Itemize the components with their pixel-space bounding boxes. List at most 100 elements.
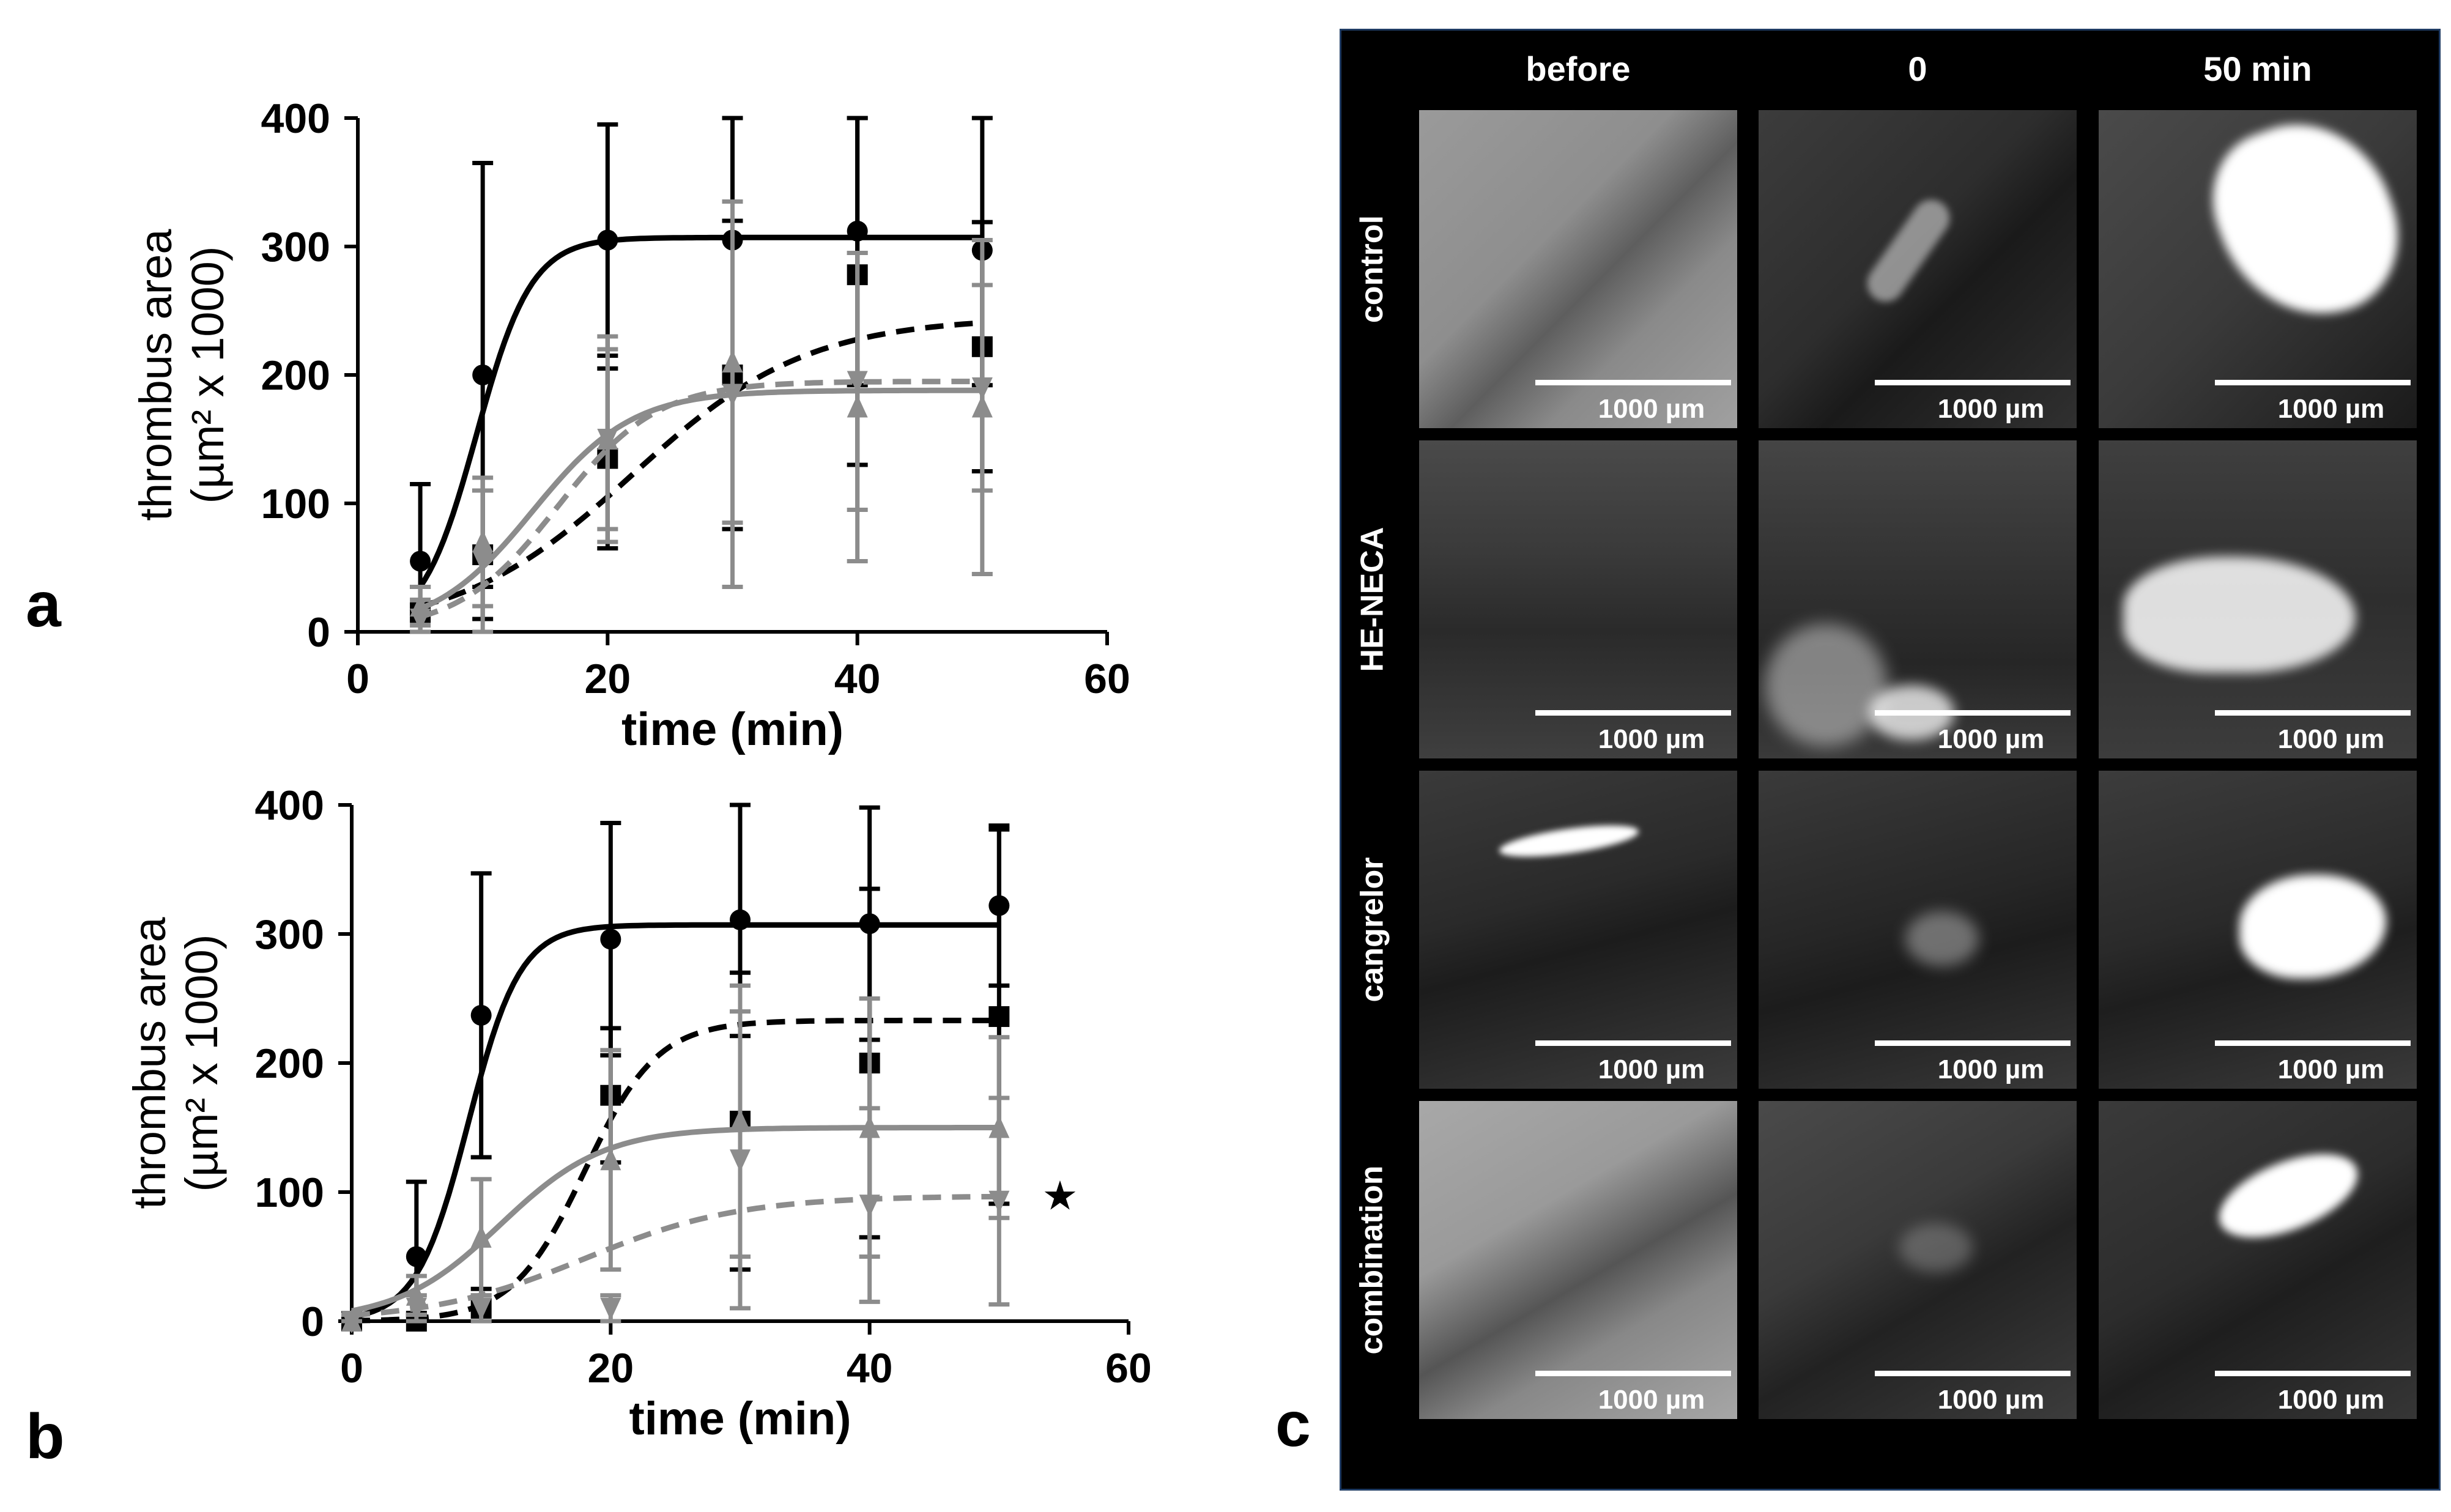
y-axis-label: thrombus area [124,917,175,1209]
data-point [597,429,618,451]
y-tick-label: 200 [261,352,330,399]
micrograph-control-0: 1000 µm [1759,110,2077,428]
x-tick-label: 40 [847,1345,893,1392]
chart-a: 0 100 200 300 400 0 20 40 60 time (min) thrombus a… [130,95,1130,755]
panel-label-b: b [26,1401,65,1472]
scale-bar [1535,1371,1731,1376]
fit-curve [351,1193,999,1318]
significance-annotation: ★ [1042,1172,1078,1219]
micrograph-he-neca-0: 1000 µm [1759,440,2077,758]
y-tick-label: 0 [307,609,330,656]
x-tick-label: 0 [340,1345,363,1392]
data-point [600,928,621,950]
micrograph-panel: before 0 50 min control HE-NECA cangrelo… [1340,29,2441,1491]
column-header-before: before [1526,50,1631,88]
fit-curve [419,387,982,612]
micrograph-combination-50-min: 1000 µm [2099,1101,2417,1419]
y-tick-label: 200 [255,1040,324,1087]
data-point [472,365,494,385]
data-point [597,229,618,251]
micrograph-he-neca-before: 1000 µm [1419,440,1737,758]
fit-curve [351,922,999,1320]
column-header-50-min: 50 min [2203,50,2312,88]
x-axis-label: time (min) [621,703,844,755]
data-point [847,371,868,394]
data-point [406,1297,427,1321]
data-point [859,1195,880,1218]
y-tick-label: 100 [255,1169,324,1216]
scale-bar-label: 1000 µm [1937,1385,2045,1415]
scale-bar [1535,1040,1731,1046]
micrograph-cangrelor-0: 1000 µm [1759,771,2077,1089]
y-tick-label: 400 [261,95,330,142]
x-tick-label: 60 [1105,1345,1152,1392]
row-header-combination: combination [1354,1165,1390,1355]
scale-bar-label: 1000 µm [2277,1385,2385,1415]
data-point [472,550,494,574]
series-3 [341,983,1010,1332]
panel-label-a: a [26,569,61,640]
data-point [730,1149,751,1173]
panel-label-c: c [1275,1389,1311,1460]
micrograph-combination-before: 1000 µm [1419,1101,1737,1419]
data-point [722,384,743,407]
scale-bar-label: 1000 µm [1937,724,2045,754]
data-point [470,1004,492,1026]
series-2 [341,827,1010,1332]
micrograph-cangrelor-before: 1000 µm [1419,771,1737,1089]
y-tick-label: 100 [261,481,330,527]
x-tick-label: 60 [1084,656,1130,702]
data-point [410,550,431,572]
y-axis-label-units: (µm² x 1000) [176,935,227,1192]
x-tick-label: 20 [585,656,631,702]
micrograph-he-neca-50-min: 1000 µm [2099,440,2417,758]
data-point [341,1311,362,1333]
fit-curve [351,1125,999,1314]
fit-curve [419,320,983,609]
scale-bar [1535,380,1731,385]
data-point [600,1297,621,1321]
data-point [988,1190,1010,1214]
data-point [470,1297,492,1321]
y-tick-label: 0 [301,1299,324,1345]
scale-bar-label: 1000 µm [2277,724,2385,754]
chart-b: 0 100 200 300 400 0 20 40 60 time (min) thrombus a… [124,782,1152,1445]
scale-bar [2215,380,2411,385]
data-point [600,1147,621,1171]
scale-bar-label: 1000 µm [1598,1385,1705,1415]
data-point [470,1225,492,1248]
micrograph-combination-0: 1000 µm [1759,1101,2077,1419]
scale-bar-label: 1000 µm [1598,394,1705,424]
scale-bar-label: 1000 µm [2277,1054,2385,1084]
column-header-0: 0 [1908,50,1927,88]
y-tick-label: 300 [255,911,324,958]
data-point [410,609,431,631]
scale-bar-label: 1000 µm [1937,394,2045,424]
scale-bar-label: 1000 µm [2277,394,2385,424]
data-point [988,1006,1010,1028]
scale-bar [1875,380,2071,385]
micrograph-control-before: 1000 µm [1419,110,1737,428]
y-tick-label: 400 [255,782,324,829]
scale-bar [1875,1040,2071,1046]
y-tick-label: 300 [261,224,330,270]
x-tick-label: 20 [588,1345,634,1392]
x-tick-label: 40 [834,656,881,702]
series-4 [341,1009,1010,1333]
fit-curve [419,379,982,620]
data-point [971,377,993,400]
y-axis-label: thrombus area [130,229,181,521]
scale-bar [1875,710,2071,716]
scale-bar [1535,710,1731,716]
x-tick-label: 0 [346,656,369,702]
micrograph-control-50-min: 1000 µm [2099,110,2417,428]
row-header-he-neca: HE-NECA [1354,527,1390,672]
fit-curve [351,1017,999,1324]
series-1 [341,802,1010,1332]
scale-bar [2215,1040,2411,1046]
scale-bar [2215,710,2411,716]
data-point [406,1246,427,1267]
series-4 [410,199,993,634]
row-header-cangrelor: cangrelor [1354,857,1390,1002]
